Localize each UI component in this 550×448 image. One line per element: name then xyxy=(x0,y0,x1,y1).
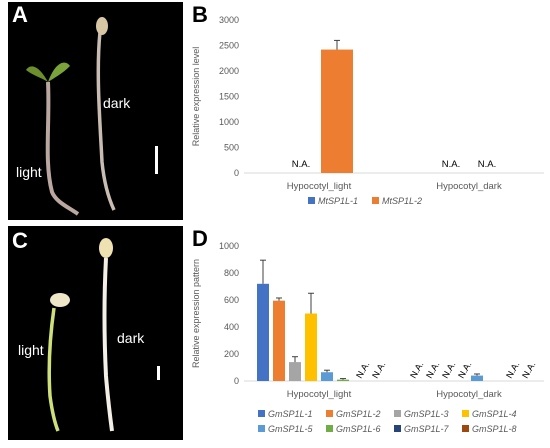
y-tick-label: 3000 xyxy=(219,15,239,25)
panel-letter-b: B xyxy=(192,2,208,27)
legend-label: GmSP1L-8 xyxy=(472,424,517,434)
legend-swatch xyxy=(462,410,469,417)
legend-swatch xyxy=(372,197,379,204)
seedlings-photo-c xyxy=(47,238,160,432)
label-light-a: light xyxy=(16,164,42,180)
legend-label: GmSP1L-6 xyxy=(336,424,381,434)
na-label: N.A. xyxy=(440,360,457,380)
na-label: N.A. xyxy=(370,360,387,380)
bar xyxy=(289,362,301,381)
legend-swatch xyxy=(394,410,401,417)
y-tick-label: 500 xyxy=(224,143,239,153)
legend-swatch xyxy=(326,425,333,432)
legend-swatch xyxy=(326,410,333,417)
na-label: N.A. xyxy=(520,360,537,380)
x-tick-label: Hypocotyl_dark xyxy=(436,389,502,400)
y-axis-label: Relative expression pattern xyxy=(191,259,201,368)
photo-panel-a xyxy=(8,2,183,220)
panel-letter-a: A xyxy=(12,2,28,27)
na-label: N.A. xyxy=(442,159,460,170)
bar xyxy=(321,372,333,381)
bar xyxy=(337,379,349,381)
y-tick-label: 2500 xyxy=(219,41,239,51)
y-tick-label: 1500 xyxy=(219,92,239,102)
y-tick-label: 800 xyxy=(224,268,239,278)
legend-label: GmSP1L-4 xyxy=(472,409,517,419)
label-light-c: light xyxy=(18,342,44,358)
legend-label: GmSP1L-2 xyxy=(336,409,381,419)
bar xyxy=(321,49,353,173)
photo-panel-c xyxy=(8,226,183,440)
legend-swatch xyxy=(258,410,265,417)
chart-b: Relative expression level 0 500 1000 1500 200… xyxy=(191,15,544,206)
legend-swatch xyxy=(462,425,469,432)
legend-label: GmSP1L-1 xyxy=(268,409,313,419)
y-tick-label: 1000 xyxy=(219,241,239,251)
label-dark-c: dark xyxy=(117,330,145,346)
label-dark-a: dark xyxy=(103,95,131,111)
legend-swatch xyxy=(258,425,265,432)
na-label: N.A. xyxy=(408,360,425,380)
na-label: N.A. xyxy=(424,360,441,380)
bar xyxy=(471,375,483,381)
bar xyxy=(273,300,285,381)
legend-swatch xyxy=(394,425,401,432)
x-tick-label: Hypocotyl_light xyxy=(287,181,352,192)
y-tick-label: 2000 xyxy=(219,66,239,76)
x-tick-label: Hypocotyl_dark xyxy=(436,181,502,192)
y-tick-label: 400 xyxy=(224,322,239,332)
bar xyxy=(305,313,317,381)
na-label: N.A. xyxy=(504,360,521,380)
na-label: N.A. xyxy=(354,360,371,380)
legend-swatch xyxy=(308,197,315,204)
y-axis-label: Relative expression level xyxy=(191,47,201,147)
legend-label: GmSP1L-5 xyxy=(268,424,314,434)
panel-letter-d: D xyxy=(192,226,208,251)
seedlings-photo-a xyxy=(26,17,158,216)
legend-label: GmSP1L-7 xyxy=(404,424,450,434)
legend-label: MtSP1L-1 xyxy=(318,196,358,206)
x-tick-label: Hypocotyl_light xyxy=(287,389,352,400)
y-tick-label: 0 xyxy=(234,376,239,386)
na-label: N.A. xyxy=(478,159,496,170)
chart-d: Relative expression pattern 0 200 400 600 800… xyxy=(191,241,544,434)
legend-label: GmSP1L-3 xyxy=(404,409,449,419)
bar xyxy=(257,283,269,381)
na-label: N.A. xyxy=(292,159,310,170)
legend-label: MtSP1L-2 xyxy=(382,196,422,206)
y-tick-label: 1000 xyxy=(219,117,239,127)
panel-letter-c: C xyxy=(12,228,28,253)
y-tick-label: 600 xyxy=(224,295,239,305)
y-tick-label: 0 xyxy=(234,168,239,178)
na-label: N.A. xyxy=(456,360,473,380)
y-tick-label: 200 xyxy=(224,349,239,359)
